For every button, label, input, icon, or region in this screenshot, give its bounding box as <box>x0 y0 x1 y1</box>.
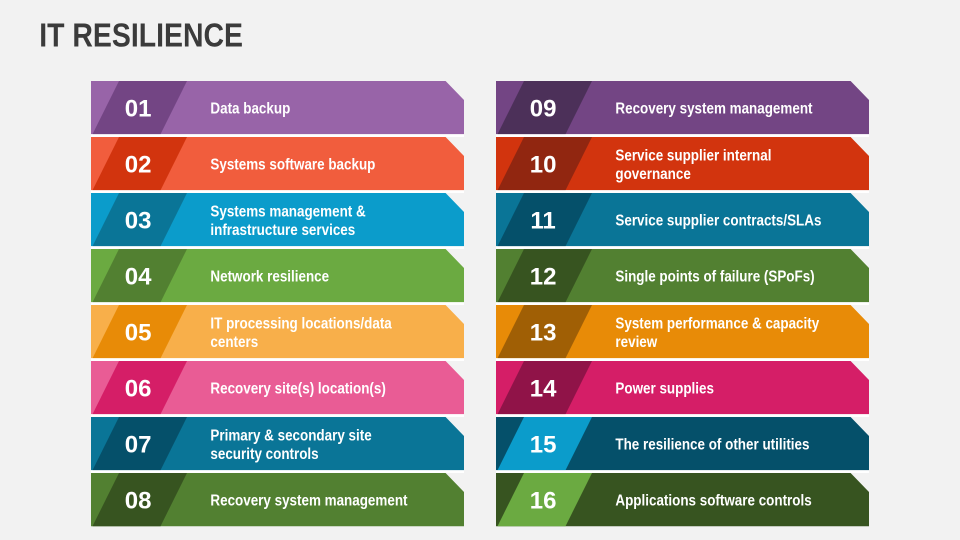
svg-text:IT processing locations/data: IT processing locations/data <box>210 316 392 333</box>
svg-text:11: 11 <box>530 208 555 235</box>
svg-text:Service supplier contracts/SLA: Service supplier contracts/SLAs <box>615 213 821 230</box>
svg-text:Recovery site(s) location(s): Recovery site(s) location(s) <box>210 381 386 398</box>
svg-text:01: 01 <box>125 96 152 123</box>
svg-text:02: 02 <box>125 152 152 179</box>
svg-text:Data backup: Data backup <box>210 101 290 118</box>
svg-text:04: 04 <box>125 264 152 291</box>
svg-text:Single points of failure (SPoF: Single points of failure (SPoFs) <box>615 269 814 286</box>
svg-text:infrastructure services: infrastructure services <box>210 222 355 239</box>
svg-text:Primary & secondary site: Primary & secondary site <box>210 428 371 445</box>
svg-text:governance: governance <box>615 166 690 183</box>
svg-text:IT RESILIENCE: IT RESILIENCE <box>39 16 243 54</box>
svg-text:System performance & capacity: System performance & capacity <box>615 316 820 333</box>
svg-text:06: 06 <box>125 376 152 403</box>
svg-text:Network resilience: Network resilience <box>210 269 329 286</box>
svg-text:The resilience of other utilit: The resilience of other utilities <box>615 437 809 454</box>
svg-text:centers: centers <box>210 334 258 351</box>
svg-text:13: 13 <box>530 320 557 347</box>
svg-text:security controls: security controls <box>210 446 318 463</box>
svg-text:Applications software controls: Applications software controls <box>615 493 811 510</box>
svg-text:07: 07 <box>125 432 152 459</box>
svg-text:Systems software backup: Systems software backup <box>210 157 375 174</box>
svg-text:15: 15 <box>530 432 557 459</box>
svg-text:08: 08 <box>125 488 152 515</box>
svg-text:05: 05 <box>125 320 152 347</box>
svg-text:16: 16 <box>530 488 557 515</box>
svg-text:Service supplier internal: Service supplier internal <box>615 148 771 165</box>
svg-text:Power supplies: Power supplies <box>615 381 714 398</box>
svg-text:Recovery system management: Recovery system management <box>615 101 812 118</box>
svg-text:Recovery system management: Recovery system management <box>210 493 407 510</box>
svg-text:Systems management &: Systems management & <box>210 204 366 221</box>
svg-text:03: 03 <box>125 208 152 235</box>
svg-text:09: 09 <box>530 96 557 123</box>
svg-text:12: 12 <box>530 264 557 291</box>
svg-text:10: 10 <box>530 152 557 179</box>
svg-text:14: 14 <box>530 376 557 403</box>
svg-text:review: review <box>615 334 657 351</box>
